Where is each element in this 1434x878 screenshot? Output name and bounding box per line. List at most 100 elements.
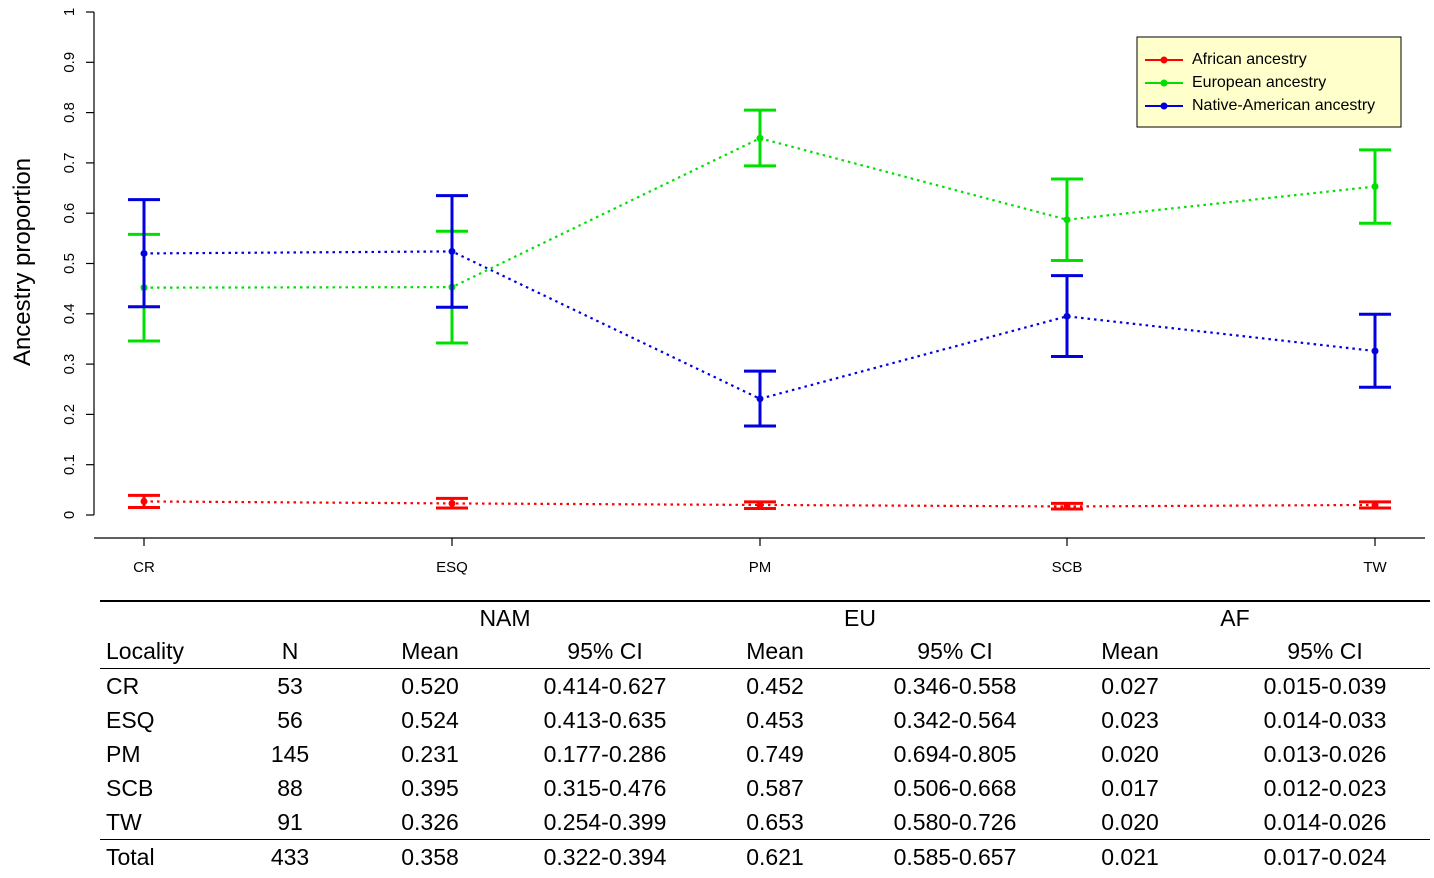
y-tick-label: 0.1 [61,454,78,475]
data-point [756,395,764,403]
table-cell: 88 [277,774,303,801]
ancestry-table: NAM EU AF Locality N Mean 95% CI Mean 95… [100,600,1430,874]
legend-marker [1160,56,1168,64]
table-cell: 0.413-0.635 [543,706,667,733]
legend-marker [1160,102,1168,110]
group-header-nam: NAM [479,604,531,631]
y-tick-label: 0.2 [61,404,78,425]
table-cell: 0.013-0.026 [1263,740,1387,767]
table-cell: 0.017 [1101,774,1159,801]
table-cell: 0.020 [1101,808,1159,835]
table-cell: 0.452 [746,672,804,699]
table-cell: 0.315-0.476 [543,774,667,801]
table-cell: 0.231 [401,740,459,767]
table-cell: 0.021 [1040,839,1220,874]
group-header-eu: EU [844,604,876,631]
table-total-row: Total 433 0.358 0.322-0.394 0.621 0.585-0.657… [100,839,1430,874]
table-row: TW 91 0.326 0.254-0.399 0.653 0.580-0.726 0.02… [100,805,1430,840]
y-tick-label: 0.9 [61,52,78,73]
table-cell: ESQ [106,706,155,733]
table-cell: 0.358 [330,839,530,874]
table-cell: 0.520 [401,672,459,699]
data-point [448,499,456,507]
y-tick-label: 0.5 [61,253,78,274]
table-cell: CR [106,672,140,699]
col-header-af-mean: Mean [1101,637,1159,664]
y-tick-label: 0.3 [61,354,78,375]
table-cell: 0.014-0.033 [1263,706,1387,733]
y-tick-label: 1 [61,8,78,16]
table-cell: 56 [277,706,303,733]
table-cell: 0.453 [746,706,804,733]
table-cell: 0.346-0.558 [893,672,1017,699]
table-cell: 0.749 [746,740,804,767]
x-tick-label: TW [1363,559,1387,576]
table-cell: 0.524 [401,706,459,733]
table-cell: SCB [106,774,154,801]
table-cell: Total [100,839,250,874]
table-cell: 0.506-0.668 [893,774,1017,801]
table-cell: 433 [250,839,330,874]
table-cell: PM [106,740,141,767]
data-point [756,501,764,509]
y-axis-title: Ancestry proportion [9,158,36,366]
y-tick-label: 0.6 [61,203,78,224]
col-header-af-ci: 95% CI [1287,637,1363,664]
table-cell: 0.585-0.657 [870,839,1040,874]
table-cell: 0.621 [680,839,870,874]
table-cell: 0.653 [746,808,804,835]
table-row: CR 53 0.520 0.414-0.627 0.452 0.346-0.558 0.02… [100,669,1430,704]
table-cell: 0.177-0.286 [543,740,667,767]
col-header-nam-ci: 95% CI [567,637,643,664]
x-tick-label: PM [749,559,772,576]
y-tick-label: 0.7 [61,152,78,173]
col-header-locality: Locality [106,637,184,664]
col-header-eu-ci: 95% CI [917,637,993,664]
data-point [1063,502,1071,510]
table-cell: 0.395 [401,774,459,801]
table-cell: TW [106,808,142,835]
group-header-af: AF [1220,604,1250,631]
y-tick-label: 0.8 [61,102,78,123]
y-tick-label: 0 [61,511,78,519]
table-cell: 0.694-0.805 [893,740,1017,767]
data-point [1063,312,1071,320]
table-cell: 53 [277,672,303,699]
data-point [140,497,148,505]
x-tick-label: ESQ [436,559,468,576]
table-cell: 0.580-0.726 [893,808,1017,835]
table-cell: 0.322-0.394 [530,839,680,874]
table-cell: 145 [270,740,310,767]
legend-label: Native-American ancestry [1192,97,1375,114]
table-row: PM 145 0.231 0.177-0.286 0.749 0.694-0.805 0.0… [100,737,1430,771]
col-header-nam-mean: Mean [401,637,459,664]
table-cell: 0.326 [401,808,459,835]
ancestry-chart: 0 0.1 0.2 0.3 0.4 0.5 0.6 0.7 0.8 0.9 1 Ancestry pr… [9,8,1425,576]
x-tick-label: SCB [1052,559,1083,576]
table-cell: 0.015-0.039 [1263,672,1387,699]
table-cell: 0.587 [746,774,804,801]
data-point [1371,501,1379,509]
legend-marker [1160,79,1168,87]
x-tick-label: CR [133,559,155,576]
table-cell: 0.254-0.399 [543,808,667,835]
table-row: SCB 88 0.395 0.315-0.476 0.587 0.506-0.668 0.0… [100,771,1430,805]
data-point [1063,216,1071,224]
data-point [140,249,148,257]
table-cell: 0.027 [1101,672,1159,699]
col-header-n: N [281,637,299,664]
table-cell: 91 [277,808,303,835]
group-header-row: NAM EU AF [100,601,1430,634]
y-tick-label: 0.4 [61,303,78,324]
legend-label: European ancestry [1192,74,1326,91]
table-cell: 0.012-0.023 [1263,774,1387,801]
data-point [448,247,456,255]
table-cell: 0.017-0.024 [1220,839,1430,874]
col-header-eu-mean: Mean [746,637,804,664]
table-cell: 0.342-0.564 [893,706,1017,733]
legend-label: African ancestry [1192,51,1307,68]
column-header-row: Locality N Mean 95% CI Mean 95% CI Mean … [100,634,1430,669]
table-cell: 0.014-0.026 [1263,808,1387,835]
table-row: ESQ 56 0.524 0.413-0.635 0.453 0.342-0.564 0.0… [100,703,1430,737]
table-cell: 0.020 [1101,740,1159,767]
